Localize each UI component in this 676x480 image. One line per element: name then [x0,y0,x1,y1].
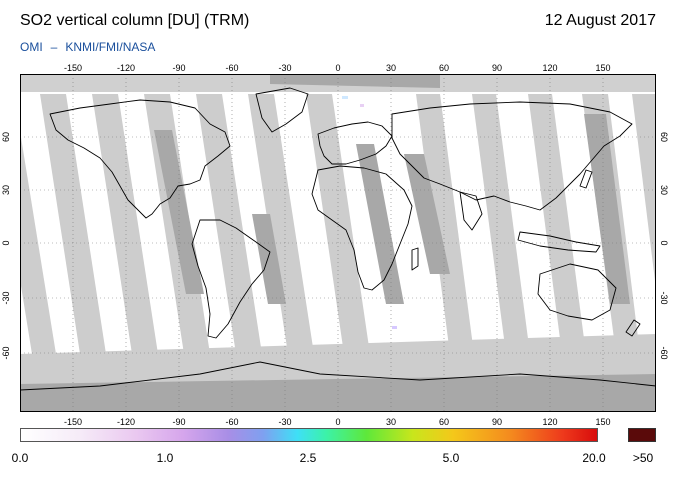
lat-tick-right: -30 [659,291,669,305]
lon-tick-top: 0 [335,63,341,73]
colorbar-label: 2.5 [299,451,317,465]
so2-traces [342,96,397,329]
coast-south-america [191,219,271,339]
coast-japan [579,169,593,189]
lon-tick-bottom: 90 [491,417,503,427]
lat-tick-left: -30 [1,291,11,305]
coast-australia [537,263,617,321]
colorbar-label: 20.0 [582,451,606,465]
colorbar-label: 5.0 [442,451,460,465]
coast-madagascar [411,247,419,271]
lon-tick-bottom: -90 [172,417,186,427]
lon-tick-bottom: 120 [542,417,558,427]
coast-europe [317,121,393,165]
coast-africa [311,165,413,291]
lat-tick-left: 0 [1,240,11,246]
colorbar-overflow-swatch [628,428,656,442]
lat-tick-right: 60 [659,131,669,143]
coast-indonesia [517,231,601,253]
lon-tick-bottom: -150 [63,417,83,427]
coastlines [20,87,656,391]
lat-tick-right: -60 [659,346,669,360]
lon-tick-bottom: 60 [438,417,450,427]
lat-tick-left: -60 [1,346,11,360]
lon-tick-bottom: -30 [278,417,292,427]
coast-north-america [49,99,231,219]
lon-tick-top: 150 [595,63,611,73]
lat-tick-left: 60 [1,131,11,143]
lon-tick-top: 120 [542,63,558,73]
arctic-dark-patch [270,74,440,88]
lon-tick-top: -30 [278,63,292,73]
lon-tick-top: 30 [385,63,397,73]
credit-line: OMI – KNMI/FMI/NASA [20,40,155,54]
map-date: 12 August 2017 [544,12,656,29]
so2-world-map [20,74,656,412]
lon-tick-bottom: 150 [595,417,611,427]
coast-asia [391,101,633,211]
coast-india [459,191,483,231]
colorbar-overflow-label: >50 [632,451,654,465]
lon-tick-top: 60 [438,63,450,73]
colorbar-label: 1.0 [156,451,174,465]
lon-tick-top: 90 [491,63,503,73]
map-frame [20,74,656,412]
lon-tick-bottom: -120 [116,417,136,427]
lat-tick-right: 0 [659,240,669,246]
lon-tick-top: -150 [63,63,83,73]
lon-tick-top: -90 [172,63,186,73]
credit-separator: – [50,40,58,54]
credit-agencies: KNMI/FMI/NASA [65,40,156,54]
colorbar-gradient [20,428,598,442]
lon-tick-bottom: 30 [385,417,397,427]
lat-tick-right: 30 [659,184,669,196]
coast-new-zealand [625,319,641,337]
graticule [20,74,656,412]
lon-tick-top: -60 [225,63,239,73]
map-title: SO2 vertical column [DU] (TRM) [20,12,250,29]
colorbar-label: 0.0 [11,451,29,465]
lon-tick-top: -120 [116,63,136,73]
coast-greenland [255,87,309,133]
coast-antarctica [20,361,656,391]
credit-instrument: OMI [20,40,43,54]
lon-tick-bottom: 0 [335,417,341,427]
lon-tick-bottom: -60 [225,417,239,427]
lat-tick-left: 30 [1,184,11,196]
